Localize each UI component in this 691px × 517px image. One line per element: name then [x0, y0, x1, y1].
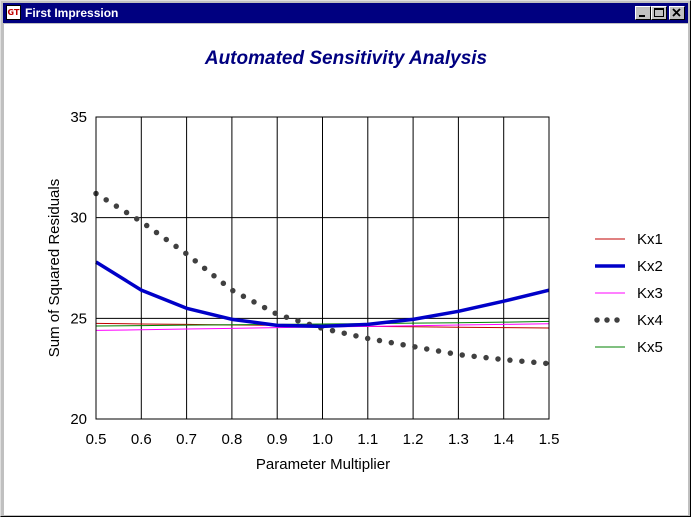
- y-tick-label: 20: [70, 411, 87, 428]
- y-tick-label: 35: [70, 109, 87, 126]
- series-line-kx2: [95, 260, 550, 329]
- x-tick-label: 0.8: [221, 431, 242, 448]
- x-tick-label: 1.2: [403, 431, 424, 448]
- y-tick-labels: 20 25 30 35: [70, 109, 87, 428]
- chart-svg: Automated Sensitivity Analysis 0.5 0.6 0.7…: [46, 48, 663, 473]
- x-tick-label: 0.9: [267, 431, 288, 448]
- x-tick-label: 1.5: [539, 431, 560, 448]
- close-button[interactable]: [669, 6, 685, 20]
- close-icon: [672, 8, 681, 17]
- y-tick-label: 30: [70, 210, 87, 227]
- chart-area: Automated Sensitivity Analysis 0.5 0.6 0.7…: [4, 24, 688, 515]
- legend-label-kx4: Kx4: [637, 312, 663, 329]
- series-line-kx5: [95, 320, 550, 327]
- series-line-kx4: [93, 190, 552, 367]
- legend-label-kx5: Kx5: [637, 339, 663, 356]
- x-tick-label: 0.7: [176, 431, 197, 448]
- plot-frame: [95, 116, 550, 420]
- x-tick-labels: 0.5 0.6 0.7 0.8 0.9 1.0 1.1 1.2 1.3 1.4 1.5: [86, 431, 560, 448]
- legend-label-kx3: Kx3: [637, 285, 663, 302]
- x-tick-label: 0.6: [131, 431, 152, 448]
- y-axis-label: Sum of Squared Residuals: [46, 179, 63, 357]
- x-tick-label: 1.3: [448, 431, 469, 448]
- legend: Kx1 Kx2 Kx3 Kx4 Kx5: [594, 231, 663, 356]
- grid: [95, 116, 550, 420]
- maximize-button[interactable]: [651, 6, 667, 20]
- window-title: First Impression: [25, 6, 119, 20]
- legend-label-kx2: Kx2: [637, 258, 663, 275]
- legend-label-kx1: Kx1: [637, 231, 663, 248]
- y-tick-label: 25: [70, 310, 87, 327]
- chart-title: Automated Sensitivity Analysis: [204, 48, 487, 69]
- x-axis-label: Parameter Multiplier: [256, 456, 390, 473]
- series-layer: [93, 190, 552, 367]
- title-bar[interactable]: GT First Impression: [3, 3, 688, 23]
- minimize-icon: [639, 15, 645, 17]
- x-tick-label: 1.4: [493, 431, 514, 448]
- app-icon[interactable]: GT: [6, 5, 21, 20]
- maximize-icon: [654, 8, 664, 17]
- minimize-button[interactable]: [635, 6, 651, 20]
- x-tick-label: 0.5: [86, 431, 107, 448]
- x-tick-label: 1.1: [357, 431, 378, 448]
- x-tick-label: 1.0: [312, 431, 333, 448]
